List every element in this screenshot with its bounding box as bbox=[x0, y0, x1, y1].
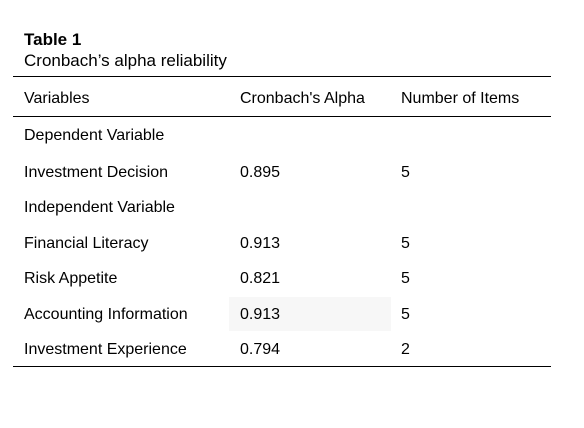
table-row-alpha: 0.913 bbox=[240, 235, 281, 252]
table-top-rule bbox=[13, 76, 551, 77]
table-row-variable: Investment Decision bbox=[24, 164, 169, 181]
table-row-variable: Financial Literacy bbox=[24, 235, 149, 252]
table-row-items: 5 bbox=[401, 164, 410, 181]
table-row-alpha: 0.794 bbox=[240, 341, 281, 358]
table-row-items: 2 bbox=[401, 341, 410, 358]
table-row-items: 5 bbox=[401, 235, 410, 252]
table-row-variable: Investment Experience bbox=[24, 341, 187, 358]
header-variables: Variables bbox=[24, 90, 90, 107]
table-title: Cronbach’s alpha reliability bbox=[24, 51, 227, 70]
table-row-section-label: Dependent Variable bbox=[24, 127, 165, 144]
table-bottom-rule bbox=[13, 366, 551, 367]
table-row-items: 5 bbox=[401, 306, 410, 323]
table-row-alpha: 0.913 bbox=[240, 306, 281, 323]
header-cronbach-alpha: Cronbach's Alpha bbox=[240, 90, 365, 107]
table-label: Table 1 bbox=[24, 30, 82, 49]
table-row-alpha: 0.895 bbox=[240, 164, 281, 181]
table-row-variable: Accounting Information bbox=[24, 306, 188, 323]
table-row-alpha: 0.821 bbox=[240, 270, 281, 287]
table-row-section-label: Independent Variable bbox=[24, 199, 175, 216]
header-number-of-items: Number of Items bbox=[401, 90, 520, 107]
table-row-variable: Risk Appetite bbox=[24, 270, 118, 287]
header-bottom-rule bbox=[13, 116, 551, 117]
cell-highlight bbox=[229, 297, 391, 331]
table-caption: Table 1 Cronbach’s alpha reliability bbox=[24, 30, 227, 72]
table-row-items: 5 bbox=[401, 270, 410, 287]
